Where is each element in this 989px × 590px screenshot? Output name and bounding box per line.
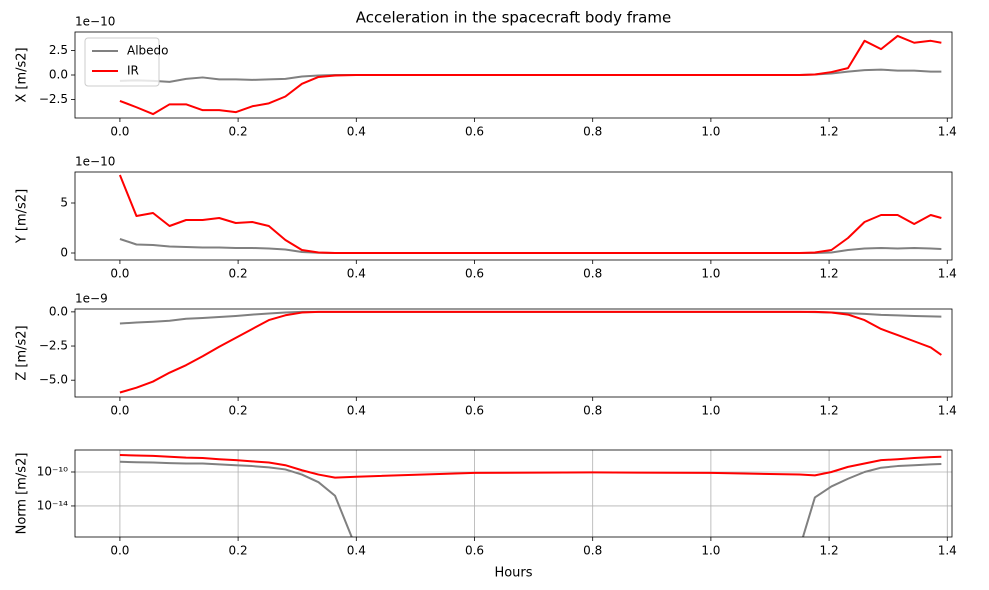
x-tick-label: 0.6 [465, 404, 484, 418]
x-tick-label: 0.2 [229, 544, 248, 558]
x-tick-label: 0.0 [110, 267, 129, 281]
x-tick-label: 1.2 [820, 267, 839, 281]
y-tick-label: 5 [60, 196, 68, 210]
x-tick-label: 1.2 [820, 125, 839, 139]
x-tick-label: 0.0 [110, 404, 129, 418]
x-tick-label: 1.0 [701, 125, 720, 139]
x-tick-label: 1.2 [820, 404, 839, 418]
x-tick-label: 1.4 [938, 125, 957, 139]
x-tick-label: 0.6 [465, 544, 484, 558]
x-tick-label: 0.0 [110, 125, 129, 139]
offset-text: 1e−9 [75, 292, 108, 306]
legend-label: Albedo [127, 44, 169, 58]
y-tick-label: 10⁻¹⁰ [37, 464, 68, 478]
series-line [119, 34, 942, 116]
x-tick-label: 1.4 [938, 267, 957, 281]
y-tick-label: 0.0 [49, 68, 68, 82]
y-tick-label: 10⁻¹⁴ [37, 498, 68, 512]
x-tick-label: 0.6 [465, 125, 484, 139]
x-axis-label: Hours [494, 566, 532, 581]
x-tick-label: 1.2 [820, 544, 839, 558]
offset-text: 1e−10 [75, 155, 115, 169]
x-tick-label: 0.2 [229, 125, 248, 139]
x-tick-label: 0.8 [583, 404, 602, 418]
y-axis-label: Y [m/s2] [15, 189, 30, 244]
x-tick-label: 1.4 [938, 544, 957, 558]
y-axis-label: X [m/s2] [15, 47, 30, 102]
x-tick-label: 0.2 [229, 267, 248, 281]
x-tick-label: 0.4 [347, 125, 366, 139]
series-line [118, 174, 942, 254]
y-tick-label: −2.5 [39, 339, 68, 353]
series-line [119, 238, 942, 254]
x-tick-label: 0.4 [347, 267, 366, 281]
legend-label: IR [127, 64, 139, 78]
series-line [119, 310, 942, 325]
x-tick-label: 1.4 [938, 404, 957, 418]
axes-frame [74, 449, 953, 538]
x-tick-label: 1.0 [701, 404, 720, 418]
x-tick-label: 0.4 [347, 544, 366, 558]
x-tick-label: 0.6 [465, 267, 484, 281]
y-axis-label: Z [m/s2] [15, 325, 30, 380]
series-line [119, 460, 942, 537]
axes-frame [74, 171, 953, 261]
x-tick-label: 0.2 [229, 404, 248, 418]
x-tick-label: 0.8 [583, 267, 602, 281]
x-tick-label: 0.0 [110, 544, 129, 558]
offset-text: 1e−10 [75, 15, 115, 29]
x-tick-label: 0.4 [347, 404, 366, 418]
x-tick-label: 0.8 [583, 125, 602, 139]
chart-title: Acceleration in the spacecraft body fram… [356, 9, 671, 27]
y-axis-label: Norm [m/s2] [15, 453, 30, 535]
series-line [119, 454, 942, 479]
x-tick-label: 1.0 [701, 544, 720, 558]
y-tick-label: 0.0 [49, 304, 68, 318]
series-line [119, 310, 942, 394]
x-tick-label: 1.0 [701, 267, 720, 281]
y-tick-label: −5.0 [39, 373, 68, 387]
y-tick-label: 0 [60, 246, 68, 260]
y-tick-label: 2.5 [49, 43, 68, 57]
axes-frame [74, 308, 953, 398]
x-tick-label: 0.8 [583, 544, 602, 558]
y-tick-label: −2.5 [39, 92, 68, 106]
